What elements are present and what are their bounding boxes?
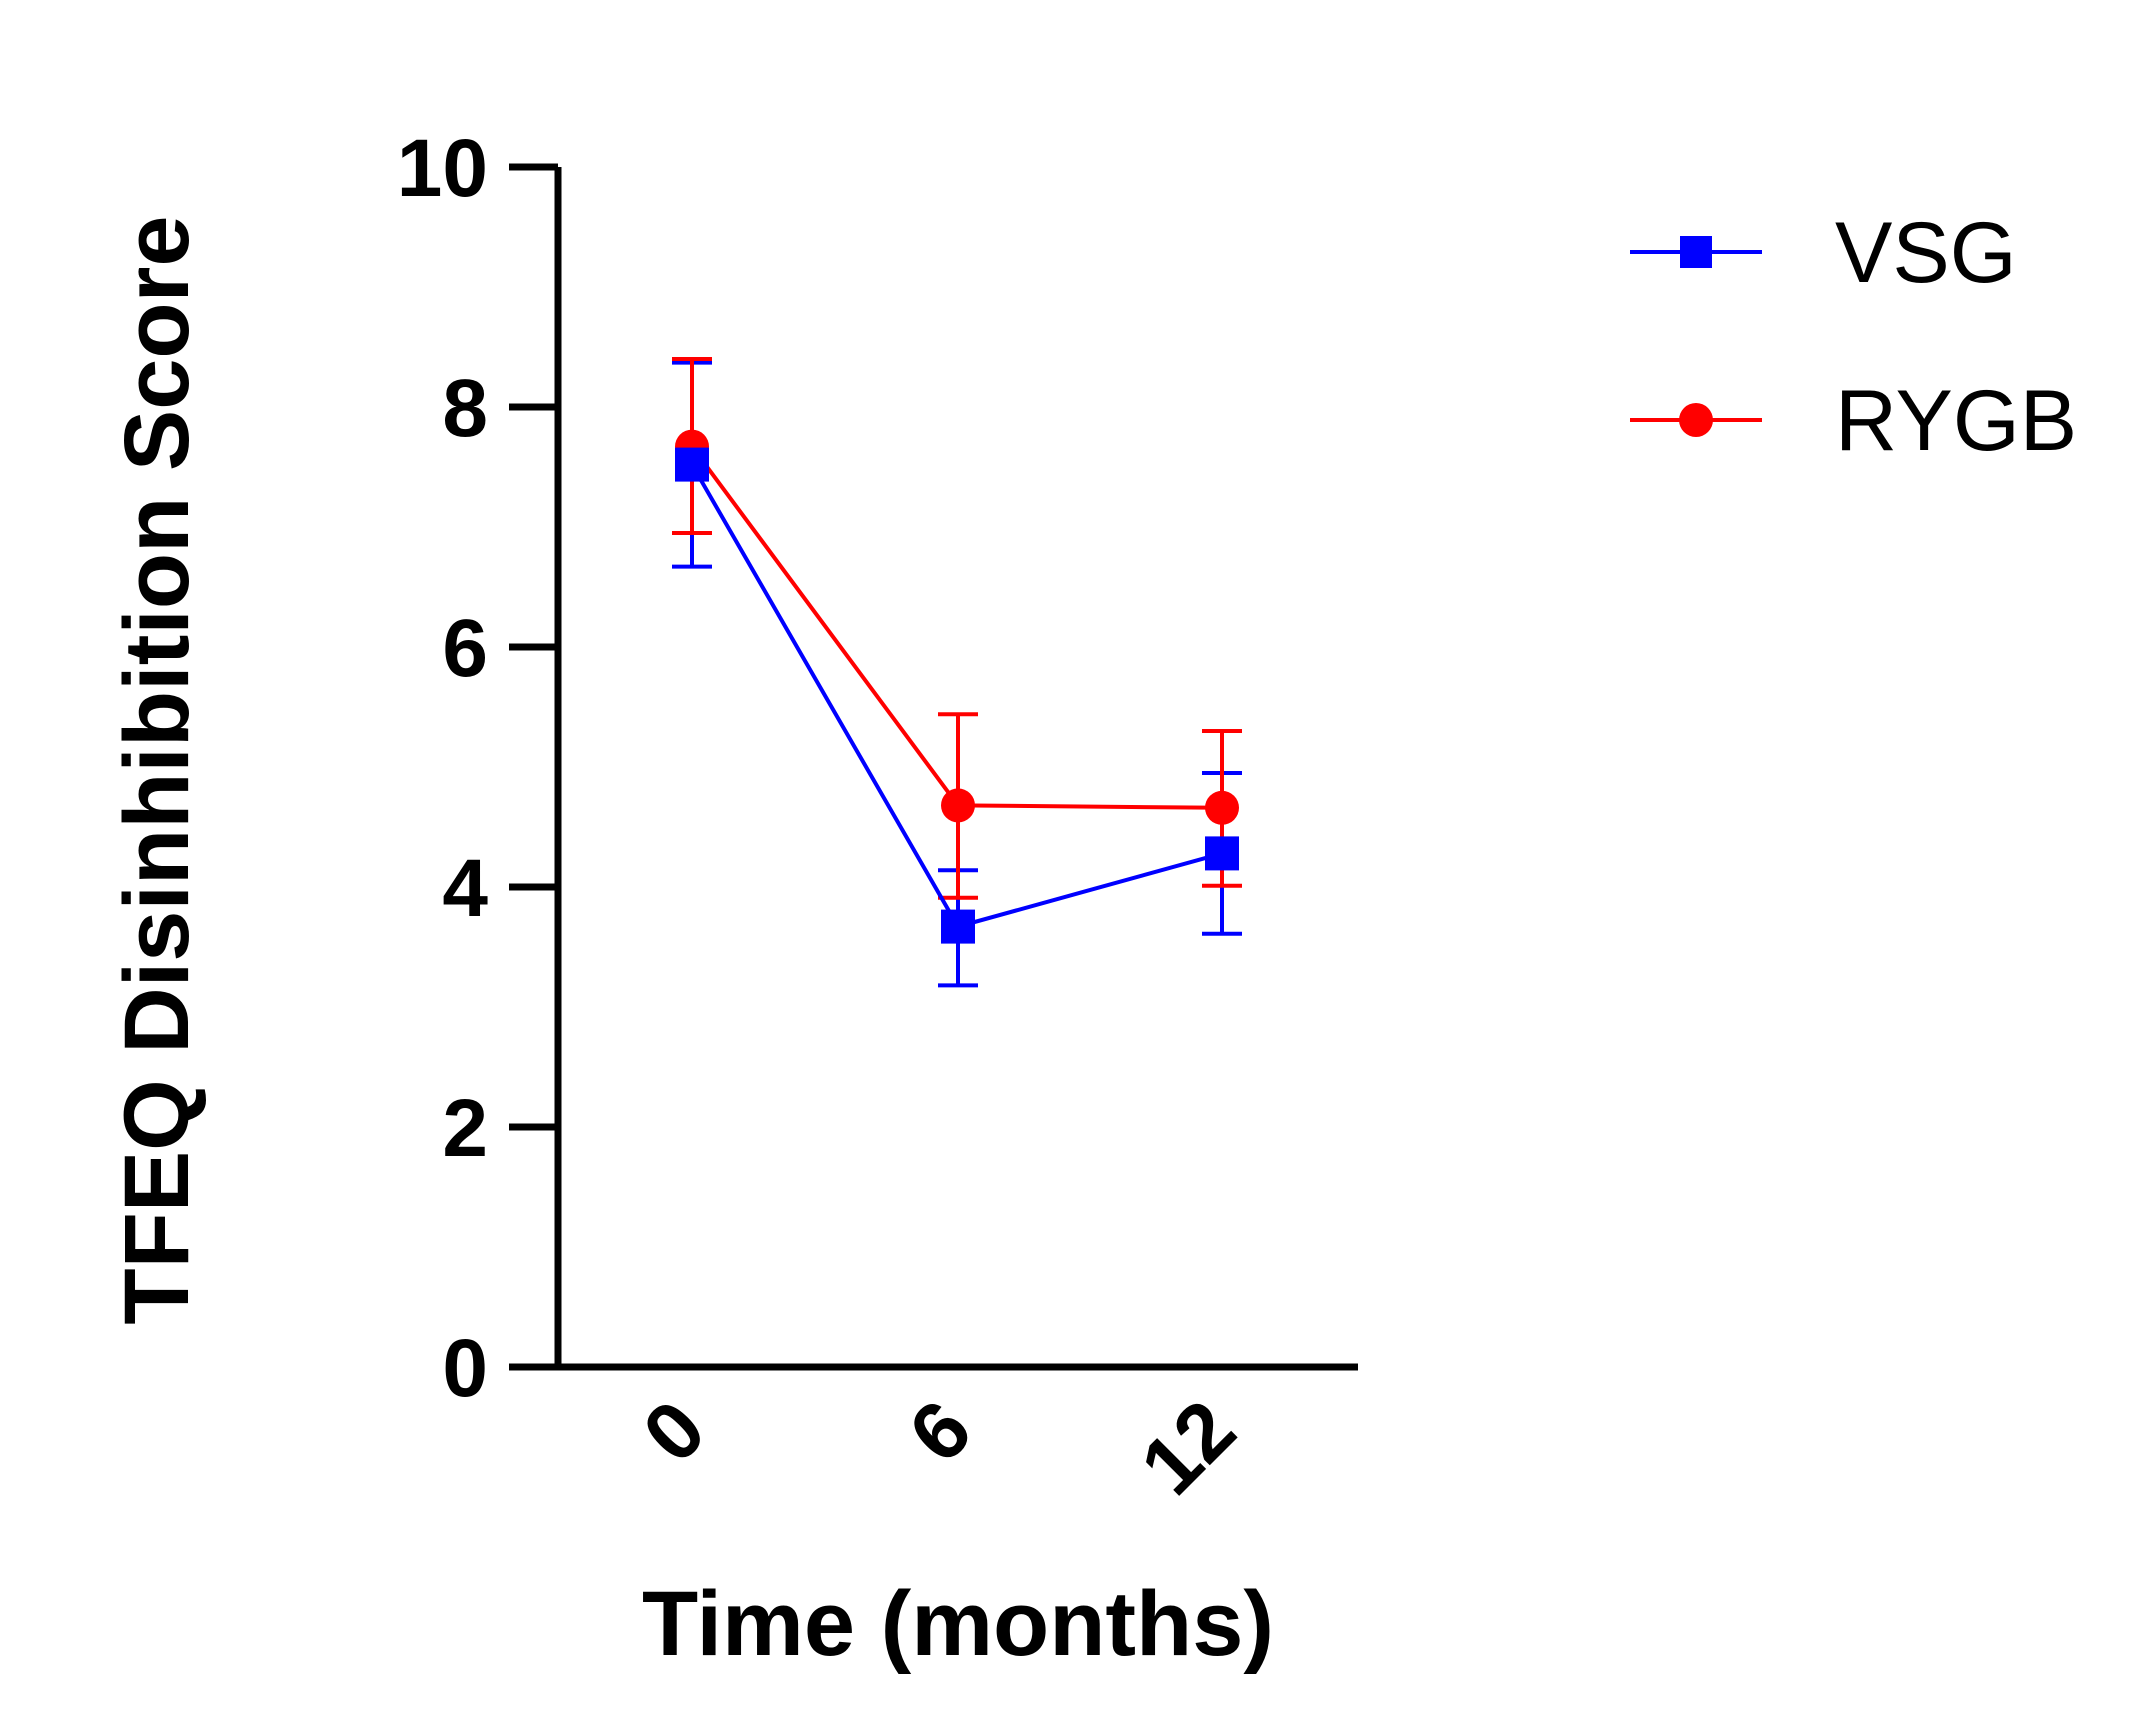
rygb-point-6 — [941, 788, 975, 823]
legend-item-vsg: VSG — [1630, 205, 2017, 301]
x-tick-label-6: 6 — [892, 1383, 989, 1480]
vsg-point-12 — [1205, 836, 1239, 871]
legend-rygb-label: RYGB — [1835, 373, 2077, 469]
legend-item-rygb: RYGB — [1630, 373, 2077, 469]
y-tick-label-6: 6 — [442, 603, 488, 694]
y-tick-label-2: 2 — [442, 1083, 488, 1174]
y-axis-ticks: 0 2 4 6 8 10 — [397, 123, 558, 1414]
rygb-point-12 — [1205, 790, 1239, 825]
error-bars-layer — [672, 357, 1242, 988]
y-axis-title: TFEQ Disinhibition Score — [106, 215, 208, 1324]
x-tick-label-0: 0 — [626, 1383, 723, 1480]
y-tick-label-0: 0 — [442, 1323, 488, 1414]
y-tick-label-8: 8 — [442, 363, 488, 454]
y-tick-label-10: 10 — [397, 123, 488, 214]
x-axis-title: Time (months) — [642, 1573, 1274, 1675]
legend: VSG RYGB — [1630, 205, 2077, 469]
legend-vsg-label: VSG — [1835, 205, 2017, 301]
vsg-point-6 — [941, 909, 975, 944]
legend-vsg-square-marker — [1680, 236, 1712, 268]
legend-rygb-circle-marker — [1679, 403, 1713, 437]
x-axis-ticks: 0 6 12 — [626, 1383, 1253, 1512]
x-tick-label-12: 12 — [1124, 1383, 1253, 1512]
y-tick-label-4: 4 — [442, 843, 488, 934]
vsg-point-0 — [675, 447, 709, 482]
markers-layer — [675, 429, 1239, 944]
